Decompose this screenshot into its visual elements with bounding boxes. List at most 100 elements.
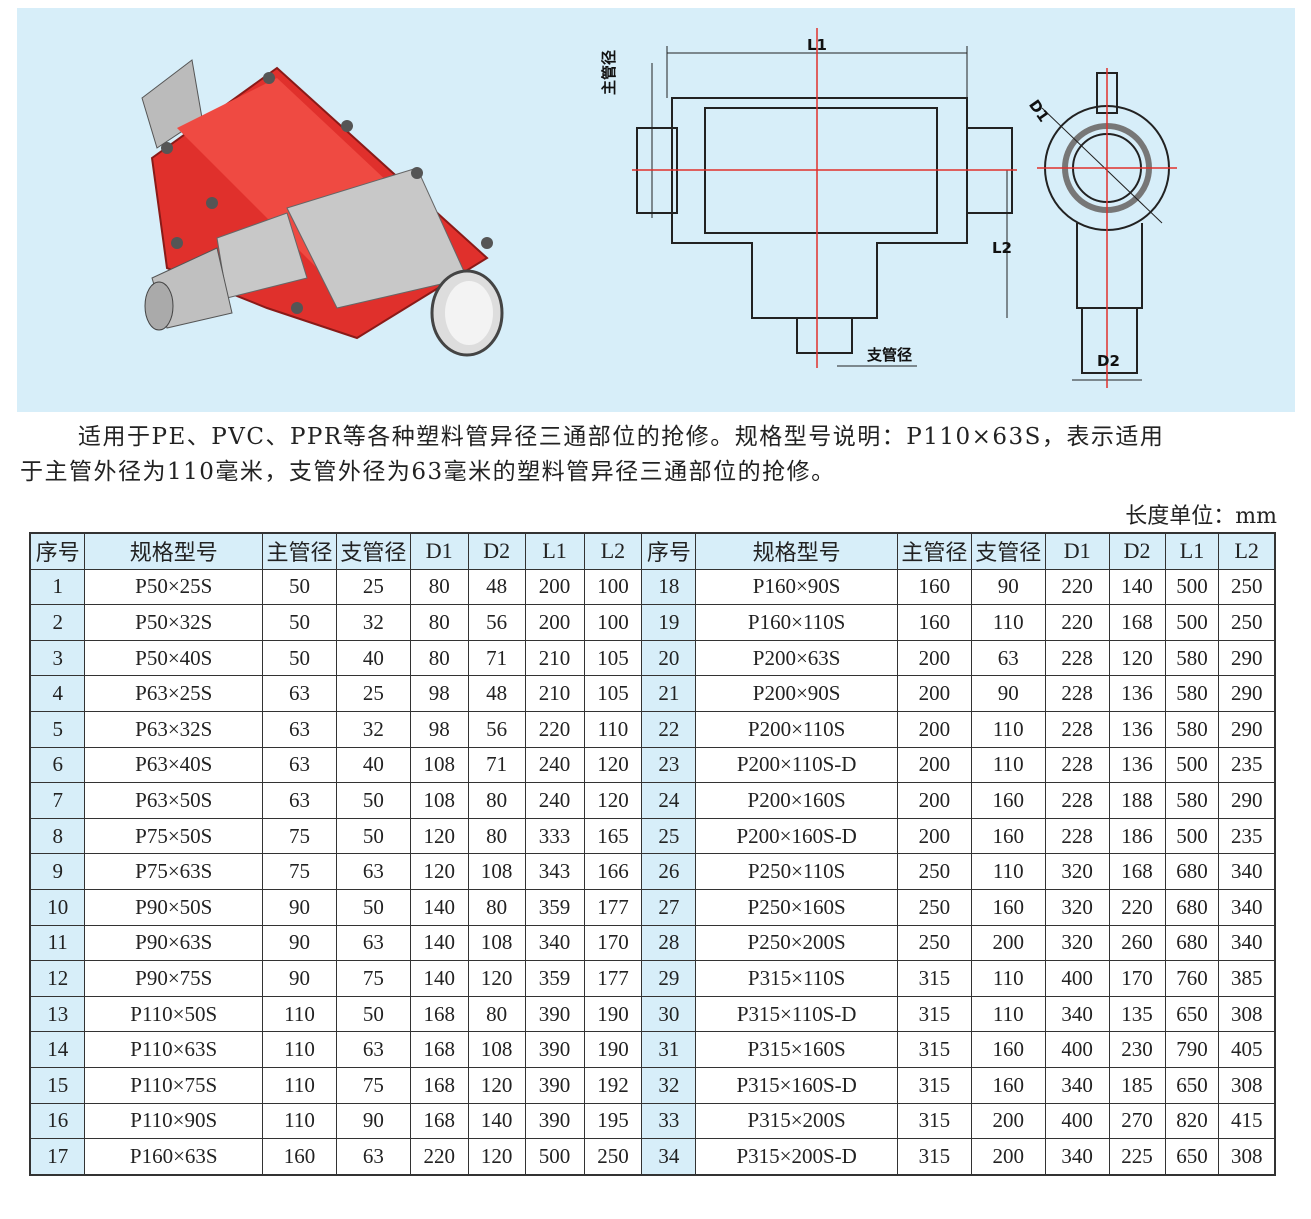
value-cell: 228 (1044, 746, 1110, 784)
value-cell: 166 (583, 853, 643, 890)
value-cell: 110 (970, 746, 1046, 784)
model-cell: P315×110S-D (695, 995, 898, 1033)
value-cell: 390 (524, 995, 585, 1033)
row-number: 34 (641, 1138, 697, 1176)
value-cell: 160 (970, 888, 1046, 926)
value-cell: 250 (896, 888, 972, 926)
column-header: L1 (1164, 532, 1220, 570)
value-cell: 185 (1108, 1066, 1166, 1104)
row-number: 12 (29, 960, 86, 997)
model-cell: P200×63S (695, 639, 898, 677)
value-cell: 48 (467, 568, 526, 606)
value-cell: 25 (335, 568, 411, 606)
value-cell: 75 (262, 853, 337, 890)
value-cell: 120 (467, 960, 526, 997)
value-cell: 290 (1218, 710, 1276, 748)
model-cell: P110×75S (84, 1066, 264, 1104)
value-cell: 820 (1164, 1102, 1220, 1140)
value-cell: 308 (1218, 1066, 1276, 1104)
column-header: 序号 (641, 532, 697, 570)
value-cell: 100 (583, 568, 643, 606)
value-cell: 400 (1044, 960, 1110, 997)
value-cell: 120 (467, 1138, 526, 1176)
value-cell: 140 (1108, 568, 1166, 606)
value-cell: 340 (1044, 1138, 1110, 1176)
value-cell: 228 (1044, 782, 1110, 819)
table-row: 12 P90×75S 90 75 140 120 359 177 29 P315×110S 315 1… (29, 960, 1276, 997)
value-cell: 110 (262, 1102, 337, 1140)
value-cell: 120 (409, 853, 469, 890)
row-number: 33 (641, 1102, 697, 1140)
value-cell: 80 (467, 888, 526, 926)
value-cell: 580 (1164, 639, 1220, 677)
label-l1: L1 (807, 36, 827, 54)
value-cell: 250 (583, 1138, 643, 1176)
value-cell: 400 (1044, 1102, 1110, 1140)
value-cell: 71 (467, 639, 526, 677)
label-branch-pipe: 支管径 (866, 346, 912, 364)
model-cell: P315×200S-D (695, 1138, 898, 1176)
table-row: 4 P63×25S 63 25 98 48 210 105 21 P200×90S 200 90 228… (29, 675, 1276, 712)
value-cell: 315 (896, 960, 972, 997)
value-cell: 500 (524, 1138, 585, 1176)
model-cell: P110×90S (84, 1102, 264, 1140)
value-cell: 120 (583, 746, 643, 784)
value-cell: 110 (970, 604, 1046, 641)
row-number: 21 (641, 675, 697, 712)
value-cell: 308 (1218, 995, 1276, 1033)
model-cell: P160×110S (695, 604, 898, 641)
value-cell: 50 (262, 568, 337, 606)
column-header: 主管径 (262, 532, 337, 570)
value-cell: 390 (524, 1031, 585, 1068)
value-cell: 136 (1108, 746, 1166, 784)
value-cell: 192 (583, 1066, 643, 1104)
value-cell: 56 (467, 604, 526, 641)
value-cell: 760 (1164, 960, 1220, 997)
value-cell: 63 (335, 924, 411, 962)
row-number: 18 (641, 568, 697, 606)
column-header: D1 (1044, 532, 1110, 570)
row-number: 2 (29, 604, 86, 641)
value-cell: 680 (1164, 853, 1220, 890)
value-cell: 220 (1044, 568, 1110, 606)
table-row: 3 P50×40S 50 40 80 71 210 105 20 P200×63S 200 63 228… (29, 639, 1276, 677)
value-cell: 790 (1164, 1031, 1220, 1068)
value-cell: 108 (467, 924, 526, 962)
value-cell: 190 (583, 1031, 643, 1068)
value-cell: 160 (896, 604, 972, 641)
value-cell: 177 (583, 960, 643, 997)
value-cell: 580 (1164, 782, 1220, 819)
value-cell: 200 (970, 1102, 1046, 1140)
value-cell: 680 (1164, 924, 1220, 962)
value-cell: 140 (409, 960, 469, 997)
value-cell: 90 (970, 568, 1046, 606)
value-cell: 315 (896, 995, 972, 1033)
value-cell: 32 (335, 710, 411, 748)
value-cell: 63 (262, 746, 337, 784)
value-cell: 168 (409, 995, 469, 1033)
value-cell: 160 (896, 568, 972, 606)
column-header: L2 (583, 532, 643, 570)
value-cell: 235 (1218, 817, 1276, 855)
label-d2: D2 (1097, 352, 1120, 370)
table-header-row: 序号 规格型号 主管径 支管径 D1 D2 L1 L2 序号 规格型号 主管径 支管径 D1 D2 L1 L2 (29, 532, 1276, 570)
value-cell: 80 (467, 782, 526, 819)
value-cell: 240 (524, 746, 585, 784)
front-view-drawing (632, 28, 1017, 368)
table-row: 5 P63×32S 63 32 98 56 220 110 22 P200×110S 200 110 2… (29, 710, 1276, 748)
value-cell: 80 (409, 604, 469, 641)
row-number: 17 (29, 1138, 86, 1176)
model-cell: P200×90S (695, 675, 898, 712)
value-cell: 108 (467, 1031, 526, 1068)
row-number: 4 (29, 675, 86, 712)
value-cell: 40 (335, 639, 411, 677)
column-header: D1 (409, 532, 469, 570)
value-cell: 120 (409, 817, 469, 855)
value-cell: 50 (335, 817, 411, 855)
row-number: 26 (641, 853, 697, 890)
value-cell: 120 (583, 782, 643, 819)
value-cell: 63 (262, 675, 337, 712)
value-cell: 220 (1108, 888, 1166, 926)
value-cell: 400 (1044, 1031, 1110, 1068)
value-cell: 260 (1108, 924, 1166, 962)
